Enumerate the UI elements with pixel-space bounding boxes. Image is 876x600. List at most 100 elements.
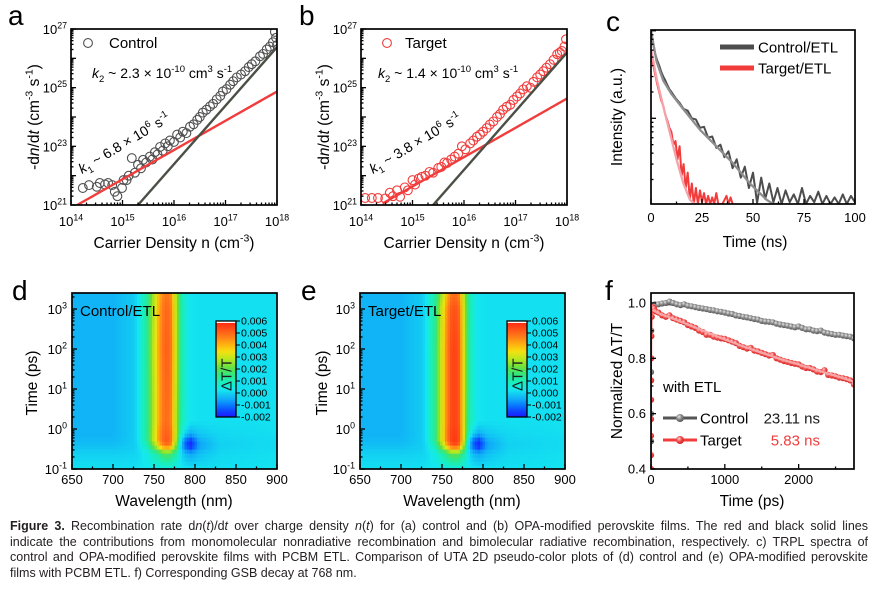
heatmap-cell xyxy=(94,361,98,366)
colorbar-segment xyxy=(216,329,236,332)
heatmap-cell xyxy=(79,441,83,446)
heatmap-cell xyxy=(189,433,193,438)
heatmap-cell xyxy=(154,445,158,450)
heatmap-cell xyxy=(189,465,193,469)
heatmap-cell xyxy=(127,309,131,314)
heatmap-cell xyxy=(192,377,196,382)
heatmap-cell xyxy=(182,361,186,366)
heatmap-cell xyxy=(382,457,386,462)
heatmap-cell xyxy=(254,409,258,414)
heatmap-cell xyxy=(197,305,201,310)
heatmap-cell xyxy=(182,385,186,390)
heatmap-cell xyxy=(164,393,168,398)
heatmap-cell xyxy=(267,433,271,438)
heatmap-cell xyxy=(257,353,261,358)
heatmap-cell xyxy=(149,381,153,386)
heatmap-cell xyxy=(520,437,524,442)
heatmap-cell xyxy=(107,333,111,338)
heatmap-cell xyxy=(247,349,251,354)
heatmap-cell xyxy=(242,317,246,322)
heatmap-cell xyxy=(179,437,183,442)
heatmap-cell xyxy=(104,417,108,422)
heatmap-cell xyxy=(267,441,271,446)
heatmap-cell xyxy=(157,445,161,450)
heatmap-cell xyxy=(164,449,168,454)
heatmap-cell xyxy=(72,361,76,366)
heatmap-cell xyxy=(159,413,163,418)
x-tick-label: 1014 xyxy=(349,213,373,229)
heatmap-cell xyxy=(219,437,223,442)
heatmap-cell xyxy=(517,441,521,446)
heatmap-cell xyxy=(77,321,81,326)
heatmap-cell xyxy=(244,449,248,454)
y-tick-label-part: 10 xyxy=(43,198,57,213)
heatmap-cell xyxy=(262,441,266,446)
heatmap-cell xyxy=(387,465,391,469)
heatmap-cell xyxy=(535,433,539,438)
heatmap-cell xyxy=(252,305,256,310)
heatmap-cell xyxy=(159,369,163,374)
heatmap-cell xyxy=(390,461,394,466)
heatmap-cell xyxy=(149,449,153,454)
heatmap-cell xyxy=(187,369,191,374)
heatmap-cell xyxy=(212,417,216,422)
heatmap-cell xyxy=(109,369,113,374)
heatmap-cell xyxy=(272,361,276,366)
heatmap-cell xyxy=(134,341,138,346)
axes-frame xyxy=(71,292,278,470)
heatmap-cell xyxy=(152,417,156,422)
heatmap-cell xyxy=(262,349,266,354)
heatmap-cell xyxy=(92,321,96,326)
heatmap-cell xyxy=(267,429,271,434)
heatmap-cell xyxy=(99,313,103,318)
heatmap-cell xyxy=(550,449,554,454)
heatmap-cell xyxy=(137,433,141,438)
heatmap-cell xyxy=(370,461,374,466)
heatmap-cell xyxy=(159,385,163,390)
heatmap-cell xyxy=(129,421,133,426)
heatmap xyxy=(72,293,277,469)
colorbar-segment xyxy=(216,355,236,358)
heatmap-cell xyxy=(174,429,178,434)
heatmap-cell xyxy=(274,357,277,362)
heatmap-cell xyxy=(112,357,116,362)
heatmap-cell xyxy=(167,389,171,394)
heatmap-cell xyxy=(79,385,83,390)
heatmap-cell xyxy=(154,349,158,354)
heatmap-cell xyxy=(239,349,243,354)
y-axis-label: Time (ps) xyxy=(24,351,41,416)
heatmap-cell xyxy=(247,377,251,382)
heatmap-cell xyxy=(124,309,128,314)
heatmap-cell xyxy=(107,365,111,370)
heatmap-cell xyxy=(144,353,148,358)
heatmap-cell xyxy=(249,465,253,469)
heatmap-cell xyxy=(485,453,489,458)
heatmap-cell xyxy=(212,333,216,338)
heatmap-cell xyxy=(214,293,218,298)
heatmap-cell xyxy=(102,401,106,406)
heatmap-cell xyxy=(112,437,116,442)
heatmap-cell xyxy=(144,357,148,362)
heatmap-cell xyxy=(264,389,268,394)
heatmap-cell xyxy=(515,449,519,454)
heatmap-cell xyxy=(112,333,116,338)
heatmap-cell xyxy=(162,301,166,306)
heatmap-cell xyxy=(182,365,186,370)
heatmap-cell xyxy=(437,465,441,469)
heatmap-cell xyxy=(144,433,148,438)
heatmap-cell xyxy=(212,429,216,434)
heatmap-cell xyxy=(107,425,111,430)
heatmap-cell xyxy=(87,429,91,434)
heatmap-cell xyxy=(72,409,76,414)
heatmap-cell xyxy=(252,389,256,394)
heatmap-cell xyxy=(184,429,188,434)
heatmap-cell xyxy=(267,409,271,414)
heatmap-cell xyxy=(84,453,88,458)
heatmap-cell xyxy=(144,385,148,390)
heatmap-cell xyxy=(109,341,113,346)
heatmap-cell xyxy=(87,421,91,426)
heatmap-cell xyxy=(274,325,277,330)
heatmap-cell xyxy=(400,437,404,442)
heatmap-cell xyxy=(552,453,556,458)
heatmap-cell xyxy=(77,337,81,342)
